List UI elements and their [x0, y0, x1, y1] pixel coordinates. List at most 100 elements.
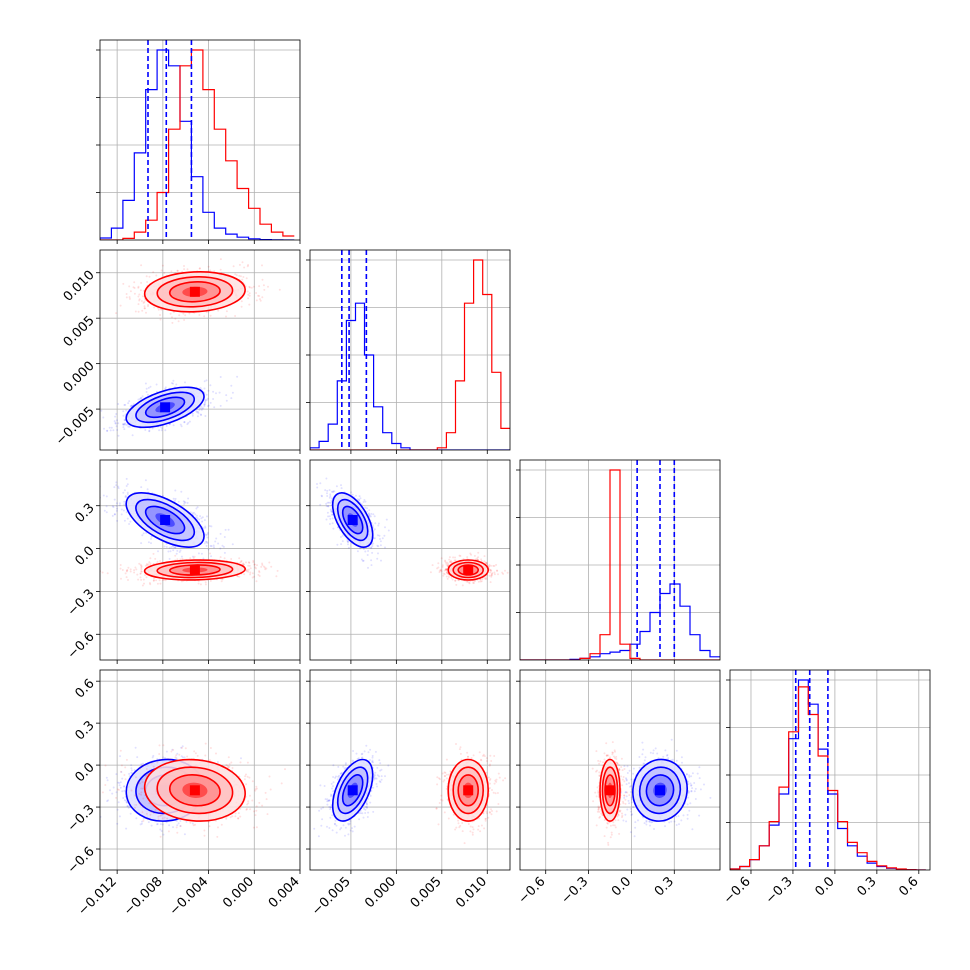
scatter-point — [141, 534, 144, 537]
scatter-point — [145, 387, 148, 390]
scatter-point — [359, 547, 362, 550]
scatter-point — [201, 516, 204, 519]
scatter-point — [174, 497, 177, 500]
scatter-point — [125, 485, 128, 487]
scatter-point — [379, 538, 381, 540]
scatter-point — [159, 560, 162, 562]
scatter-point — [208, 525, 211, 527]
scatter-point — [126, 491, 129, 494]
scatter-point — [131, 434, 134, 437]
scatter-point — [377, 552, 379, 555]
scatter-point — [115, 509, 118, 512]
scatter-point — [139, 576, 142, 579]
scatter-point — [102, 416, 105, 419]
scatter-point — [376, 544, 379, 547]
scatter-point — [192, 557, 195, 559]
scatter-point — [219, 268, 222, 271]
scatter-point — [195, 410, 198, 413]
scatter-point — [373, 528, 376, 531]
scatter-point — [109, 429, 112, 432]
scatter-point — [195, 507, 198, 510]
scatter-point — [120, 508, 123, 511]
scatter-point — [128, 285, 131, 288]
scatter-point — [371, 551, 374, 554]
scatter-point — [124, 494, 127, 497]
scatter-point — [356, 498, 359, 501]
scatter-point — [119, 564, 122, 566]
scatter-point — [130, 404, 133, 407]
scatter-point — [105, 505, 108, 508]
panel-2-1 — [306, 459, 511, 664]
scatter-point — [204, 526, 207, 529]
scatter-point — [149, 562, 152, 565]
scatter-point — [133, 571, 136, 574]
density-peak — [347, 515, 358, 525]
scatter-point — [115, 505, 118, 507]
scatter-point — [169, 550, 172, 553]
scatter-point — [181, 557, 184, 560]
scatter-point — [180, 555, 183, 558]
scatter-point — [106, 429, 109, 432]
scatter-point — [140, 570, 143, 573]
scatter-point — [209, 314, 212, 317]
scatter-point — [139, 289, 142, 292]
scatter-point — [197, 410, 200, 413]
scatter-point — [140, 566, 143, 569]
scatter-point — [164, 386, 167, 389]
scatter-point — [138, 299, 141, 302]
scatter-point — [231, 391, 234, 394]
contour-series-0 — [125, 386, 205, 429]
scatter-point — [212, 390, 215, 393]
contour-series-0 — [125, 492, 205, 548]
scatter-point — [123, 489, 126, 492]
scatter-point — [480, 560, 483, 562]
scatter-point — [237, 575, 239, 578]
scatter-point — [168, 557, 171, 560]
scatter-point — [330, 510, 333, 513]
scatter-point — [326, 492, 328, 495]
scatter-point — [106, 429, 109, 432]
scatter-point — [142, 578, 145, 581]
scatter-point — [103, 509, 106, 512]
scatter-point — [219, 404, 222, 407]
scatter-point — [140, 570, 143, 573]
scatter-point — [358, 498, 361, 501]
scatter-point — [124, 495, 127, 498]
scatter-point — [210, 525, 213, 528]
panel-content — [100, 460, 300, 660]
scatter-point — [183, 421, 186, 423]
scatter-point — [194, 513, 197, 516]
scatter-point — [102, 494, 105, 497]
scatter-point — [196, 514, 198, 517]
scatter-point — [106, 572, 109, 575]
scatter-point — [347, 543, 349, 546]
scatter-point — [180, 425, 183, 428]
scatter-point — [119, 304, 122, 307]
scatter-point — [125, 477, 128, 480]
scatter-point — [450, 561, 453, 563]
scatter-point — [347, 546, 350, 549]
scatter-point — [143, 307, 146, 310]
scatter-point — [112, 429, 115, 432]
scatter-point — [152, 579, 155, 582]
scatter-point — [261, 296, 264, 299]
scatter-point — [122, 282, 125, 285]
scatter-point — [246, 569, 249, 572]
scatter-point — [203, 402, 206, 405]
scatter-point — [368, 509, 371, 512]
scatter-point — [355, 494, 357, 497]
scatter-point — [370, 546, 373, 549]
scatter-point — [341, 540, 344, 543]
scatter-point — [221, 578, 224, 581]
scatter-point — [176, 269, 179, 272]
scatter-point — [137, 398, 140, 401]
scatter-point — [199, 413, 202, 416]
scatter-point — [376, 557, 379, 560]
scatter-point — [183, 319, 186, 321]
scatter-point — [174, 554, 177, 557]
scatter-point — [170, 382, 173, 385]
scatter-point — [204, 398, 207, 401]
scatter-point — [327, 501, 330, 504]
scatter-point — [264, 568, 267, 571]
